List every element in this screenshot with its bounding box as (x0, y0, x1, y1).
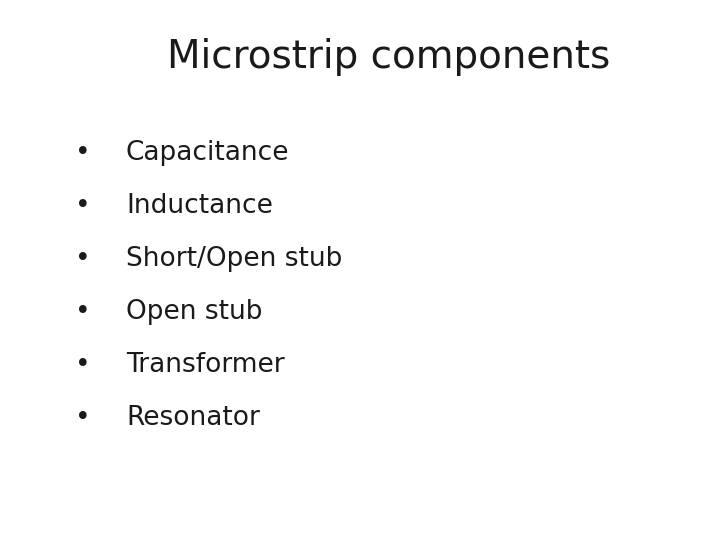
Text: •: • (75, 140, 91, 166)
Text: Resonator: Resonator (126, 405, 260, 431)
Text: •: • (75, 352, 91, 378)
Text: •: • (75, 299, 91, 325)
Text: •: • (75, 405, 91, 431)
Text: •: • (75, 246, 91, 272)
Text: Open stub: Open stub (126, 299, 263, 325)
Text: Transformer: Transformer (126, 352, 284, 378)
Text: Microstrip components: Microstrip components (167, 38, 611, 76)
Text: Capacitance: Capacitance (126, 140, 289, 166)
Text: •: • (75, 193, 91, 219)
Text: Short/Open stub: Short/Open stub (126, 246, 343, 272)
Text: Inductance: Inductance (126, 193, 273, 219)
